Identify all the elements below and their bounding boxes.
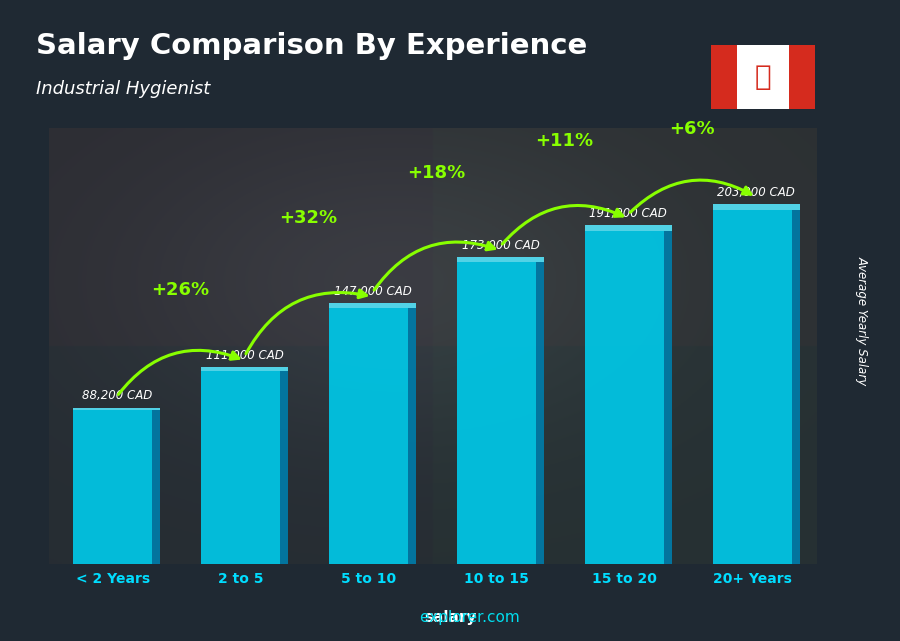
- Bar: [585, 225, 672, 231]
- Text: salary: salary: [424, 610, 476, 625]
- Text: Industrial Hygienist: Industrial Hygienist: [36, 80, 211, 98]
- Text: 111,000 CAD: 111,000 CAD: [206, 349, 284, 362]
- Text: 88,200 CAD: 88,200 CAD: [82, 389, 152, 403]
- Text: +32%: +32%: [280, 209, 338, 227]
- Bar: [328, 308, 409, 564]
- Text: +6%: +6%: [670, 121, 716, 138]
- Bar: [792, 210, 800, 564]
- Bar: [788, 45, 814, 109]
- Bar: [585, 231, 664, 564]
- Bar: [201, 370, 280, 564]
- Text: explorer.com: explorer.com: [381, 610, 519, 625]
- Text: 191,000 CAD: 191,000 CAD: [590, 207, 667, 220]
- Text: 203,000 CAD: 203,000 CAD: [717, 185, 796, 199]
- Text: 147,000 CAD: 147,000 CAD: [334, 285, 411, 298]
- Bar: [280, 370, 288, 564]
- Bar: [711, 45, 737, 109]
- Bar: [328, 303, 416, 308]
- Text: 🍁: 🍁: [754, 63, 771, 91]
- Bar: [73, 408, 160, 410]
- Bar: [664, 231, 672, 564]
- Bar: [201, 367, 288, 370]
- Bar: [409, 308, 416, 564]
- Bar: [536, 262, 544, 564]
- Text: +18%: +18%: [408, 164, 465, 182]
- Bar: [713, 210, 792, 564]
- Text: +11%: +11%: [536, 133, 593, 151]
- Text: Average Yearly Salary: Average Yearly Salary: [856, 256, 868, 385]
- Text: +26%: +26%: [151, 281, 210, 299]
- Bar: [457, 257, 544, 262]
- Bar: [73, 410, 152, 564]
- Bar: [152, 410, 160, 564]
- Bar: [457, 262, 536, 564]
- Text: 173,000 CAD: 173,000 CAD: [462, 239, 539, 252]
- Text: Salary Comparison By Experience: Salary Comparison By Experience: [36, 32, 587, 60]
- Bar: [713, 204, 800, 210]
